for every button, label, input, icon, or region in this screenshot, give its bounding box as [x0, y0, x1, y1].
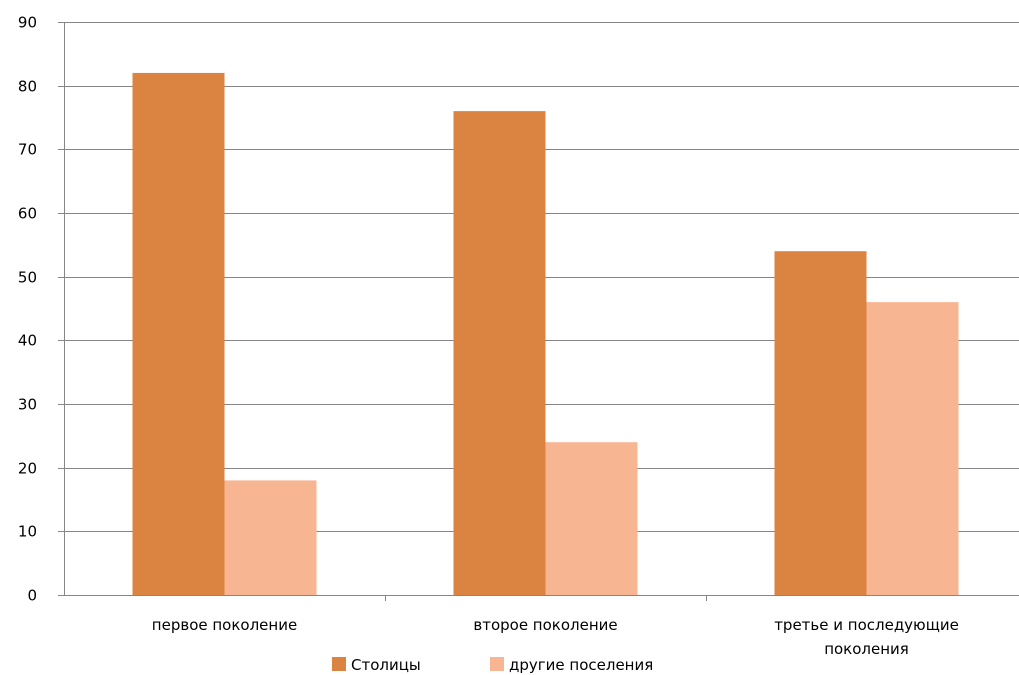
y-tick-label: 80	[18, 78, 37, 96]
y-tick-label: 20	[18, 460, 37, 478]
y-tick-label: 40	[18, 332, 37, 350]
y-tick-label: 0	[27, 587, 37, 605]
bars	[132, 72, 959, 595]
bar-drugie-1	[545, 442, 638, 595]
legend-item-stolitsy-label: Столицы	[351, 656, 421, 674]
bar-stolitsy-1	[453, 111, 546, 595]
legend-item-stolitsy-swatch	[332, 657, 346, 671]
category-label: поколения	[824, 640, 909, 658]
legend-item-drugie-swatch	[490, 657, 504, 671]
bar-stolitsy-0	[132, 72, 225, 595]
category-label: второе поколение	[473, 616, 617, 634]
axes	[64, 22, 1019, 601]
category-label: третье и последующие	[774, 616, 959, 634]
legend: Столицы другие поселения	[332, 656, 653, 674]
bar-drugie-2	[866, 302, 959, 595]
y-axis-ticks: 0 10 20 30 40 50 60 70 80 90	[18, 14, 64, 605]
y-tick-label: 50	[18, 269, 37, 287]
y-tick-label: 10	[18, 523, 37, 541]
y-tick-label: 90	[18, 14, 37, 32]
x-axis-categories: первое поколение второе поколение третье и…	[152, 616, 959, 658]
bar-stolitsy-2	[774, 251, 867, 595]
legend-item-drugie-label: другие поселения	[509, 656, 653, 674]
y-tick-label: 60	[18, 205, 37, 223]
y-tick-label: 30	[18, 396, 37, 414]
y-tick-label: 70	[18, 141, 37, 159]
category-label: первое поколение	[152, 616, 297, 634]
bar-drugie-0	[224, 480, 317, 595]
